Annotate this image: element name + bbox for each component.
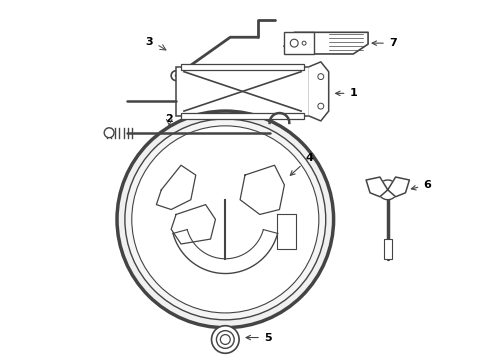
Text: 3: 3 <box>146 37 153 47</box>
Circle shape <box>318 74 324 80</box>
Circle shape <box>290 39 298 47</box>
Polygon shape <box>309 62 329 121</box>
Bar <box>181 64 304 70</box>
Circle shape <box>125 119 326 320</box>
Polygon shape <box>366 177 388 197</box>
Bar <box>284 32 314 54</box>
Polygon shape <box>388 177 410 197</box>
Circle shape <box>220 334 230 345</box>
Circle shape <box>378 180 397 200</box>
Bar <box>384 239 392 259</box>
Polygon shape <box>171 204 216 244</box>
Circle shape <box>104 128 114 138</box>
Bar <box>181 113 304 119</box>
Text: 6: 6 <box>411 180 431 190</box>
Circle shape <box>132 126 319 313</box>
Polygon shape <box>276 215 296 249</box>
Polygon shape <box>156 165 196 210</box>
Circle shape <box>318 103 324 109</box>
Bar <box>176 67 309 116</box>
Polygon shape <box>240 165 284 215</box>
Text: 5: 5 <box>246 333 271 342</box>
Text: 7: 7 <box>372 38 396 48</box>
Polygon shape <box>284 32 368 54</box>
Text: 4: 4 <box>290 153 313 175</box>
Text: 1: 1 <box>336 88 357 98</box>
Text: 2: 2 <box>165 114 173 124</box>
Circle shape <box>302 41 306 45</box>
Circle shape <box>117 111 334 328</box>
Circle shape <box>212 326 239 353</box>
Circle shape <box>217 330 234 348</box>
Circle shape <box>171 71 181 81</box>
